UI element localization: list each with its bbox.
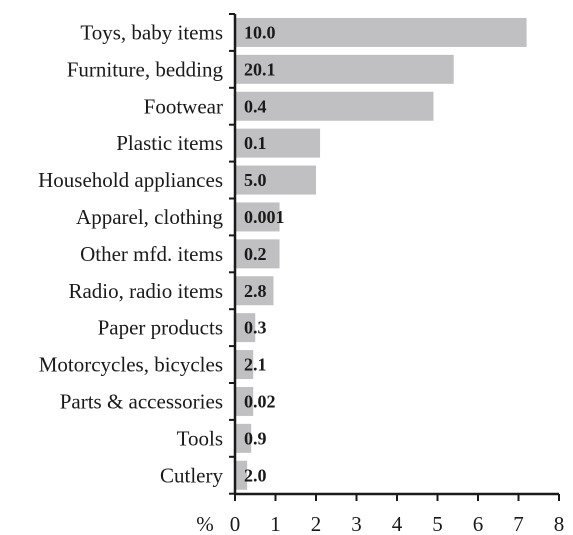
- data-label: 2.1: [244, 355, 267, 375]
- bar: [235, 128, 321, 158]
- data-labels: 10.0 20.1 0.4 0.1 5.0 0.001 0.2 2.8 0.3 2.1 0.02 0.…: [244, 22, 285, 485]
- category-label: Cutlery: [160, 463, 223, 487]
- x-tick-label: 3: [351, 512, 362, 535]
- category-label: Furniture, bedding: [67, 57, 224, 81]
- category-labels: Toys, baby items Furniture, bedding Footwe…: [38, 20, 223, 487]
- x-tick-label: 8: [554, 512, 565, 535]
- category-label: Tools: [177, 426, 223, 450]
- bar: [235, 313, 256, 343]
- bar: [235, 54, 454, 84]
- bar: [235, 350, 254, 380]
- bar: [235, 202, 280, 232]
- data-label: 0.1: [244, 133, 267, 153]
- bar: [235, 239, 280, 269]
- x-axis-unit-label: %: [196, 512, 214, 535]
- category-label: Parts & accessories: [60, 389, 223, 413]
- data-label: 2.8: [244, 281, 267, 301]
- category-label: Other mfd. items: [80, 242, 223, 266]
- x-tick-label: 5: [432, 512, 443, 535]
- bar: [235, 17, 527, 47]
- data-label: 2.0: [244, 465, 267, 485]
- category-label: Toys, baby items: [80, 20, 223, 44]
- category-label: Radio, radio items: [68, 279, 223, 303]
- x-tick-label: 4: [392, 512, 403, 535]
- bar: [235, 276, 274, 306]
- x-tick-label: 6: [473, 512, 484, 535]
- data-label: 20.1: [244, 59, 276, 79]
- y-axis-ticks: [229, 13, 235, 495]
- data-label: 0.4: [244, 96, 267, 116]
- category-label: Apparel, clothing: [76, 205, 223, 229]
- data-label: 0.02: [244, 391, 276, 411]
- data-label: 0.001: [244, 207, 285, 227]
- data-label: 5.0: [244, 170, 267, 190]
- category-label: Household appliances: [38, 168, 223, 192]
- x-tick-label: 0: [230, 512, 241, 535]
- data-label: 0.2: [244, 244, 267, 264]
- bars-group: [235, 17, 527, 490]
- x-tick-label: 2: [311, 512, 322, 535]
- x-tick-label: 1: [270, 512, 281, 535]
- bar: [235, 460, 248, 490]
- data-label: 0.3: [244, 318, 267, 338]
- category-label: Footwear: [144, 94, 223, 118]
- category-label: Plastic items: [116, 131, 223, 155]
- data-label: 10.0: [244, 22, 276, 42]
- data-label: 0.9: [244, 428, 267, 448]
- bar: [235, 423, 252, 453]
- bar: [235, 165, 316, 195]
- category-label: Motorcycles, bicycles: [39, 353, 223, 377]
- x-axis-ticks: 0 1 2 3 4 5 6 7 8: [230, 494, 565, 535]
- bar: [235, 386, 254, 416]
- category-label: Paper products: [98, 316, 223, 340]
- bar: [235, 91, 434, 121]
- x-tick-label: 7: [513, 512, 524, 535]
